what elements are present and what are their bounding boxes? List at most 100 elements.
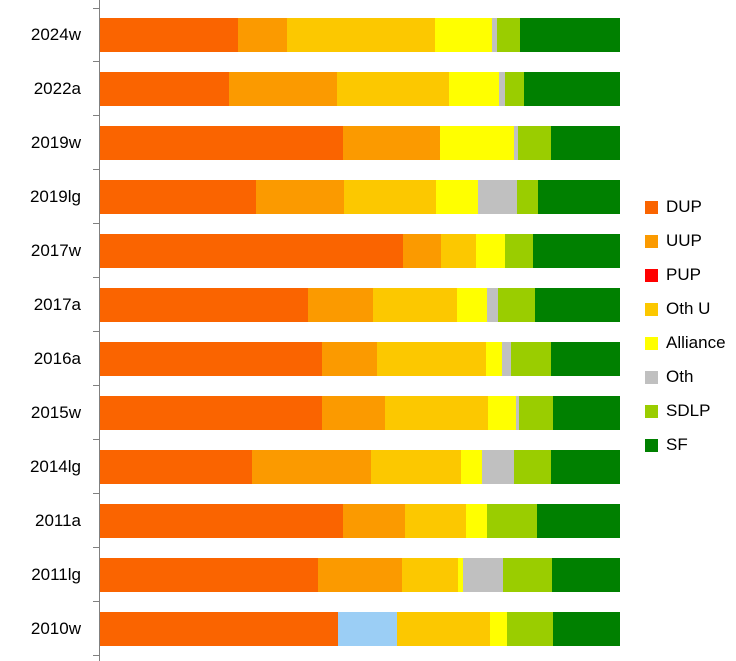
- bar-segment-alliance: [458, 558, 464, 592]
- bar-row: 2015w: [0, 386, 736, 440]
- bar-segment-sf: [552, 558, 620, 592]
- bar-row: 2024w: [0, 8, 736, 62]
- bar-segment-oth-u: [404, 504, 466, 538]
- bar-segment-uup: [251, 450, 371, 484]
- legend-item-pup[interactable]: PUP: [645, 258, 736, 292]
- category-label: 2022a: [33, 79, 81, 98]
- bar-row: 2016a: [0, 332, 736, 386]
- legend-swatch-icon: [645, 268, 658, 282]
- axis-tick: [93, 331, 99, 332]
- legend-swatch-icon: [645, 336, 658, 350]
- category-label: 2015w: [30, 403, 81, 422]
- bar-segment-uup: [342, 504, 405, 538]
- category-label: 2024w: [30, 25, 81, 44]
- stacked-bar: [100, 450, 620, 484]
- bar-segment-alliance: [465, 504, 488, 538]
- legend-swatch-icon: [645, 200, 658, 214]
- bar-segment-oth: [513, 126, 519, 160]
- chart-legend: DUP UUP PUP Oth U Alliance Oth SDLP SF: [645, 190, 736, 462]
- legend-swatch-icon: [645, 302, 658, 316]
- legend-label: Oth U: [666, 299, 711, 318]
- legend-item-alliance[interactable]: Alliance: [645, 326, 736, 360]
- stacked-bar: [100, 342, 620, 376]
- legend-item-sf[interactable]: SF: [645, 428, 736, 462]
- bar-segment-oth: [487, 288, 499, 322]
- bar-row: 2011lg: [0, 548, 736, 602]
- legend-swatch-icon: [645, 438, 658, 452]
- legend-label: DUP: [666, 197, 702, 216]
- y-axis-line: [99, 0, 100, 661]
- category-label: 2017a: [33, 295, 81, 314]
- bar-segment-oth-u: [377, 342, 487, 376]
- bar-segment-alliance: [475, 234, 506, 268]
- legend-label: SF: [666, 435, 688, 454]
- bar-segment-sdlp: [517, 180, 538, 214]
- legend-item-oth-u[interactable]: Oth U: [645, 292, 736, 326]
- legend-item-sdlp[interactable]: SDLP: [645, 394, 736, 428]
- bar-segment-oth-u: [286, 18, 435, 52]
- bar-row: 2014lg: [0, 440, 736, 494]
- axis-tick: [93, 61, 99, 62]
- bar-segment-alliance: [434, 18, 493, 52]
- legend-label: SDLP: [666, 401, 711, 420]
- legend-item-uup[interactable]: UUP: [645, 224, 736, 258]
- bar-row: 2010w: [0, 602, 736, 656]
- legend-label: UUP: [666, 231, 702, 250]
- bar-segment-sf: [520, 18, 620, 52]
- bar-segment-oth-u: [337, 72, 449, 106]
- bar-segment-dup: [100, 450, 252, 484]
- bar-segment-sf: [535, 288, 620, 322]
- bar-segment-alliance: [460, 450, 482, 484]
- legend-label: Oth: [666, 367, 694, 386]
- stacked-bar: [100, 288, 620, 322]
- bar-segment-dup: [100, 342, 323, 376]
- legend-swatch-icon: [645, 370, 658, 384]
- bar-segment-uup: [317, 558, 403, 592]
- bar-segment-sdlp: [518, 126, 551, 160]
- legend-swatch-icon: [645, 234, 658, 248]
- bar-segment-oth-u: [384, 396, 488, 430]
- legend-label: PUP: [666, 265, 701, 284]
- bar-segment-dup: [100, 288, 308, 322]
- axis-tick: [93, 169, 99, 170]
- bar-segment-ucunf: [338, 612, 397, 646]
- bar-segment-oth: [481, 450, 515, 484]
- bar-segment-oth-u: [343, 180, 436, 214]
- bar-row: 2017w: [0, 224, 736, 278]
- bar-segment-dup: [100, 180, 256, 214]
- bar-segment-alliance: [440, 126, 514, 160]
- bar-row: 2017a: [0, 278, 736, 332]
- category-label: 2011lg: [31, 565, 81, 584]
- bar-segment-uup: [308, 288, 373, 322]
- bar-segment-sdlp: [514, 450, 552, 484]
- bar-segment-alliance: [489, 612, 508, 646]
- bar-segment-dup: [100, 18, 238, 52]
- category-label: 2014lg: [29, 457, 81, 476]
- legend-item-oth[interactable]: Oth: [645, 360, 736, 394]
- category-label: 2011a: [34, 511, 81, 530]
- bar-segment-alliance: [435, 180, 479, 214]
- bar-segment-sdlp: [498, 288, 536, 322]
- bar-segment-uup: [228, 72, 338, 106]
- bar-segment-oth-u: [373, 288, 458, 322]
- axis-tick: [93, 385, 99, 386]
- category-label: 2010w: [30, 619, 81, 638]
- bar-segment-dup: [100, 504, 343, 538]
- bar-segment-sf: [552, 396, 620, 430]
- bar-segment-dup: [100, 234, 404, 268]
- bar-segment-sdlp: [519, 396, 553, 430]
- bar-segment-oth: [498, 72, 506, 106]
- axis-tick: [93, 115, 99, 116]
- category-label: 2019w: [30, 133, 81, 152]
- legend-item-dup[interactable]: DUP: [645, 190, 736, 224]
- bar-segment-oth: [492, 18, 498, 52]
- axis-tick: [93, 277, 99, 278]
- bar-segment-dup: [100, 612, 339, 646]
- bar-segment-alliance: [448, 72, 499, 106]
- bar-segment-alliance: [486, 342, 503, 376]
- bar-segment-sdlp: [503, 558, 553, 592]
- axis-tick: [93, 601, 99, 602]
- stacked-bar: [100, 504, 620, 538]
- category-label: 2017w: [30, 241, 81, 260]
